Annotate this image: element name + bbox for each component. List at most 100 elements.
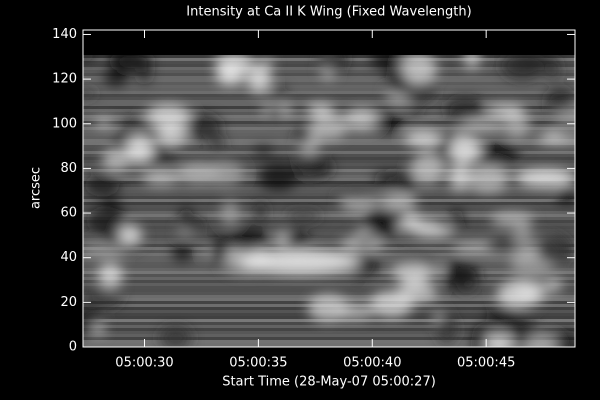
- texture-blob: [310, 113, 348, 140]
- texture-stripe: [83, 328, 575, 331]
- texture-blob: [220, 200, 240, 226]
- texture-blob: [436, 312, 458, 344]
- x-axis-label: Start Time (28-May-07 05:00:27): [222, 375, 436, 390]
- y-tick-label: 100: [52, 116, 77, 131]
- texture-blob: [254, 201, 267, 223]
- texture-blob: [112, 55, 153, 73]
- texture-stripe: [83, 235, 575, 238]
- texture-blob: [275, 231, 289, 246]
- texture-blob: [379, 193, 418, 211]
- texture-blob: [155, 127, 188, 145]
- texture-blob: [257, 163, 299, 191]
- texture-blob: [159, 325, 192, 347]
- texture-blob: [545, 64, 561, 79]
- texture-stripe: [83, 340, 575, 343]
- texture-stripe: [83, 91, 575, 94]
- texture-blob: [86, 206, 127, 235]
- texture-blob: [225, 228, 269, 252]
- texture-blob: [103, 69, 129, 87]
- texture-blob: [486, 104, 525, 117]
- texture-stripe: [83, 151, 575, 154]
- texture-blob: [183, 218, 205, 232]
- image-texture: [83, 55, 575, 347]
- texture-blob: [119, 118, 156, 132]
- texture-stripe: [83, 181, 575, 184]
- texture-stripe: [83, 223, 575, 226]
- texture-stripe: [83, 238, 575, 241]
- texture-stripe: [83, 145, 575, 148]
- texture-stripe: [83, 94, 575, 97]
- x-tick-label: 05:00:35: [229, 356, 287, 371]
- texture-stripe: [83, 175, 575, 178]
- texture-stripe: [83, 220, 575, 223]
- texture-stripe: [83, 325, 575, 328]
- texture-stripe: [83, 157, 575, 160]
- texture-blob: [184, 113, 223, 140]
- texture-stripe: [83, 274, 575, 277]
- texture-blob: [391, 263, 434, 281]
- texture-blob: [471, 142, 520, 164]
- texture-blob: [512, 225, 534, 249]
- texture-blob: [246, 63, 272, 93]
- texture-blob: [443, 262, 481, 285]
- texture-stripe: [83, 202, 575, 205]
- texture-blob: [362, 210, 402, 238]
- texture-blob: [450, 208, 464, 230]
- texture-blob: [172, 242, 193, 262]
- texture-blob: [399, 55, 438, 85]
- y-tick-label: 0: [69, 340, 77, 355]
- texture-stripe: [83, 178, 575, 181]
- texture-blob: [402, 77, 437, 104]
- texture-stripe: [83, 232, 575, 235]
- texture-blob: [83, 289, 123, 309]
- texture-highlight: [515, 169, 575, 187]
- texture-stripe: [83, 154, 575, 157]
- texture-stripe: [83, 88, 575, 91]
- texture-blob: [555, 183, 575, 205]
- texture-stripe: [83, 292, 575, 295]
- texture-blob: [204, 161, 245, 186]
- y-tick-label: 120: [52, 72, 77, 87]
- texture-blob: [315, 158, 334, 179]
- texture-blob: [83, 243, 127, 257]
- texture-blob: [268, 105, 282, 119]
- texture-stripe: [83, 289, 575, 292]
- texture-stripe: [83, 142, 575, 145]
- texture-stripe: [83, 97, 575, 100]
- texture-blob: [259, 58, 275, 69]
- texture-stripe: [83, 190, 575, 193]
- texture-stripe: [83, 82, 575, 85]
- texture-blob: [84, 173, 121, 197]
- texture-blob: [83, 89, 97, 98]
- texture-stripe: [83, 334, 575, 337]
- texture-stripe: [83, 247, 575, 250]
- texture-highlight: [449, 136, 481, 164]
- texture-highlight: [126, 136, 154, 164]
- texture-stripe: [83, 331, 575, 334]
- texture-stripe: [83, 226, 575, 229]
- texture-blob: [545, 88, 575, 112]
- y-tick-label: 80: [60, 161, 77, 176]
- texture-stripe: [83, 184, 575, 187]
- y-tick-label: 140: [52, 27, 77, 42]
- texture-blob: [285, 210, 322, 222]
- texture-blob: [142, 170, 180, 186]
- y-tick-label: 60: [60, 206, 77, 221]
- texture-blob: [504, 108, 530, 139]
- texture-stripe: [83, 283, 575, 286]
- texture-stripe: [83, 337, 575, 340]
- texture-blob: [355, 234, 373, 246]
- texture-highlight: [240, 250, 360, 274]
- texture-blob: [444, 96, 486, 122]
- texture-stripe: [83, 205, 575, 208]
- texture-highlight: [216, 65, 244, 85]
- texture-blob: [332, 190, 381, 201]
- texture-stripe: [83, 286, 575, 289]
- texture-stripe: [83, 103, 575, 106]
- texture-blob: [404, 130, 442, 147]
- texture-blob: [209, 233, 229, 265]
- y-axis-label: arcsec: [29, 167, 44, 209]
- texture-stripe: [83, 211, 575, 214]
